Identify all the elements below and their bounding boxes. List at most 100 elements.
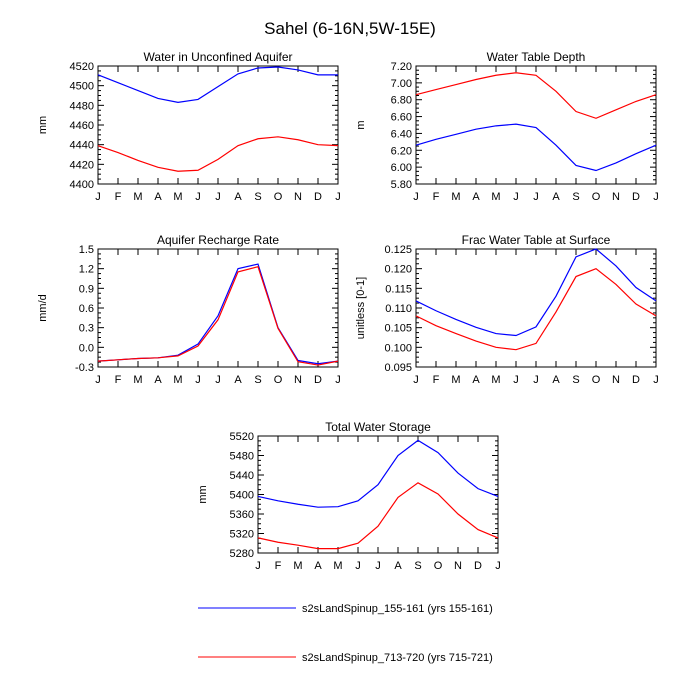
x-tick-label: J <box>533 374 539 386</box>
x-tick-label: N <box>294 374 302 386</box>
y-tick-label: 4400 <box>70 179 94 191</box>
x-tick-label: M <box>133 191 142 203</box>
x-tick-label: M <box>451 374 460 386</box>
x-tick-label: D <box>632 374 640 386</box>
legend-label-red: s2sLandSpinup_713-720 (yrs 715-721) <box>302 652 493 664</box>
x-tick-label: A <box>552 191 560 203</box>
x-tick-label: F <box>275 560 282 572</box>
y-tick-label: 6.20 <box>391 145 412 157</box>
y-tick-label: 4440 <box>70 140 94 152</box>
y-axis-label: unitless [0-1] <box>355 277 367 339</box>
x-tick-label: O <box>592 191 601 203</box>
y-tick-label: 0.0 <box>79 342 94 354</box>
x-tick-label: A <box>314 560 322 572</box>
x-tick-label: F <box>115 374 122 386</box>
x-tick-label: A <box>234 191 242 203</box>
chart-title: Water in Unconfined Aquifer <box>144 50 293 64</box>
y-axis-label: mm <box>197 485 209 503</box>
x-tick-label: A <box>472 374 480 386</box>
x-tick-label: A <box>472 191 480 203</box>
y-tick-label: 5360 <box>230 509 254 521</box>
x-tick-label: J <box>495 560 501 572</box>
y-tick-label: 6.60 <box>391 112 412 124</box>
y-tick-label: 1.2 <box>79 264 94 276</box>
x-tick-label: J <box>215 191 221 203</box>
series-line-red <box>415 72 657 119</box>
x-tick-label: M <box>133 374 142 386</box>
y-tick-label: 5480 <box>230 451 254 463</box>
x-tick-label: D <box>314 374 322 386</box>
x-tick-label: J <box>255 560 261 572</box>
y-tick-label: 4480 <box>70 100 94 112</box>
y-tick-label: 1.5 <box>79 244 94 256</box>
y-tick-label: 6.40 <box>391 128 412 140</box>
plot-frame <box>415 65 657 185</box>
y-axis-label: m <box>355 120 367 129</box>
series-line-blue <box>257 439 499 508</box>
x-tick-label: D <box>474 560 482 572</box>
x-tick-label: S <box>572 374 579 386</box>
y-tick-label: 6.80 <box>391 95 412 107</box>
y-tick-label: 6.00 <box>391 162 412 174</box>
y-tick-label: 7.20 <box>391 61 412 73</box>
x-tick-label: J <box>513 191 519 203</box>
y-tick-label: 0.105 <box>384 323 412 335</box>
y-tick-label: 4520 <box>70 61 94 73</box>
x-tick-label: A <box>394 560 402 572</box>
legend: s2sLandSpinup_155-161 (yrs 155-161) s2sL… <box>198 603 493 664</box>
x-tick-label: F <box>433 191 440 203</box>
x-tick-label: M <box>451 191 460 203</box>
y-tick-label: 4460 <box>70 120 94 132</box>
x-tick-label: J <box>195 374 201 386</box>
y-tick-label: 0.6 <box>79 303 94 315</box>
series-line-red <box>97 136 339 172</box>
y-tick-label: 4500 <box>70 81 94 93</box>
plot-frame <box>97 65 339 185</box>
y-tick-label: 5.80 <box>391 179 412 191</box>
x-tick-label: F <box>115 191 122 203</box>
x-tick-label: J <box>375 560 381 572</box>
x-tick-label: M <box>173 191 182 203</box>
chart-title: Aquifer Recharge Rate <box>157 233 279 247</box>
x-tick-label: S <box>414 560 421 572</box>
x-tick-label: J <box>195 191 201 203</box>
y-tick-label: 0.110 <box>385 303 412 315</box>
y-tick-label: 0.100 <box>384 342 412 354</box>
x-tick-label: A <box>154 374 162 386</box>
legend-label-blue: s2sLandSpinup_155-161 (yrs 155-161) <box>302 603 493 615</box>
y-axis-label: mm <box>37 116 49 134</box>
chart-title: Frac Water Table at Surface <box>462 233 611 247</box>
x-tick-label: M <box>293 560 302 572</box>
x-tick-label: J <box>533 191 539 203</box>
y-tick-label: 0.9 <box>79 283 94 295</box>
series-line-blue <box>415 123 657 172</box>
x-tick-label: F <box>433 374 440 386</box>
y-tick-label: 0.095 <box>384 362 412 374</box>
x-tick-label: A <box>234 374 242 386</box>
y-tick-label: 5400 <box>230 490 254 502</box>
y-tick-label: 5520 <box>230 431 254 443</box>
series-line-blue <box>97 66 338 103</box>
series-line-blue <box>415 248 657 337</box>
x-tick-label: J <box>653 191 659 203</box>
x-tick-label: D <box>314 191 322 203</box>
y-tick-label: 4420 <box>70 159 94 171</box>
x-tick-label: J <box>215 374 221 386</box>
x-tick-label: S <box>572 191 579 203</box>
x-tick-label: S <box>254 191 261 203</box>
x-tick-label: J <box>95 191 101 203</box>
x-tick-label: N <box>612 191 620 203</box>
x-tick-label: N <box>294 191 302 203</box>
figure-title: Sahel (6-16N,5W-15E) <box>264 19 436 38</box>
x-tick-label: O <box>274 374 283 386</box>
x-tick-label: M <box>491 374 500 386</box>
plot-frame <box>415 248 657 368</box>
plot-frame <box>97 248 339 368</box>
series-line-red <box>415 267 657 351</box>
x-tick-label: M <box>491 191 500 203</box>
